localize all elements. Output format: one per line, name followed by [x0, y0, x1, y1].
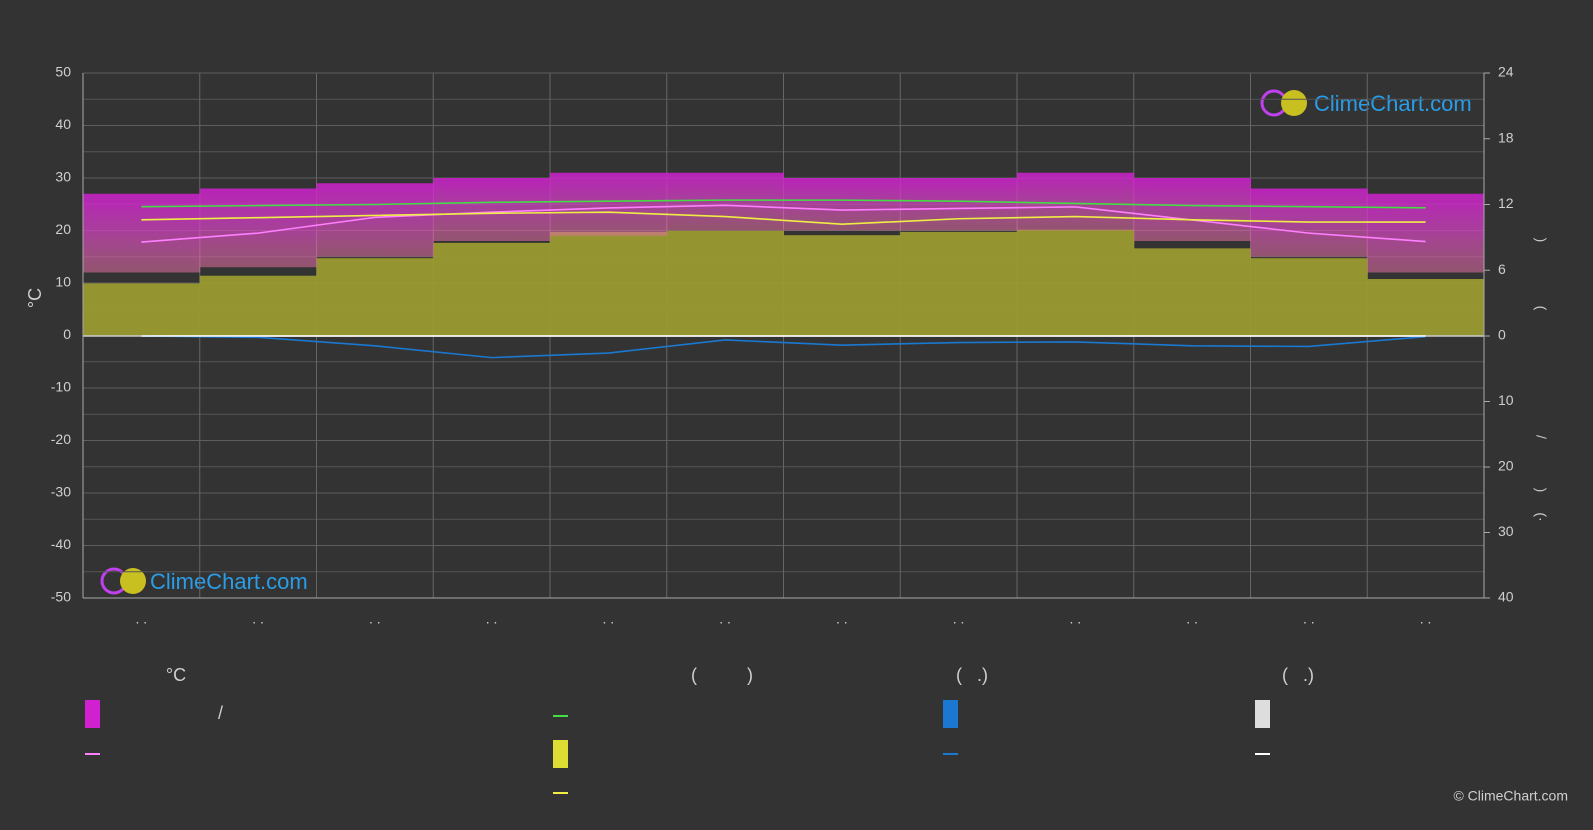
series-line: [141, 204, 1426, 243]
y2-tick-label: 12: [1498, 195, 1514, 211]
watermark: ClimeChart.com: [1314, 91, 1472, 116]
x-tick-label: . .: [836, 611, 848, 627]
x-tick-label: . .: [369, 611, 381, 627]
y-tick-label: 0: [63, 326, 71, 342]
temperature-range: [550, 172, 668, 236]
y2-tick-label: 18: [1498, 129, 1514, 145]
y-axis-label: °C: [25, 288, 45, 308]
y-tick-label: -40: [51, 536, 71, 552]
x-tick-label: . .: [252, 611, 264, 627]
temperature-range: [1367, 193, 1485, 273]
y-tick-label: -50: [51, 589, 71, 605]
sunshine-area: [900, 231, 1018, 336]
sunshine-area: [1367, 279, 1485, 336]
legend-header: ( ): [691, 665, 753, 685]
sunshine-area: [1133, 248, 1251, 336]
x-tick-label: . .: [1070, 611, 1082, 627]
right-axis-label: (: [1533, 306, 1549, 311]
temperature-range: [433, 178, 551, 241]
precip-tick-label: 20: [1498, 458, 1514, 474]
y2-tick-label: 24: [1498, 64, 1514, 80]
temperature-range: [666, 172, 784, 231]
x-tick-label: . .: [1303, 611, 1315, 627]
precip-tick-label: 30: [1498, 523, 1514, 539]
y-tick-label: -30: [51, 484, 71, 500]
temperature-range: [316, 183, 434, 257]
series-line: [141, 211, 1426, 226]
y-tick-label: 10: [55, 274, 71, 290]
sunshine-area: [1250, 258, 1368, 336]
series-line: [141, 335, 1426, 359]
right-axis-label: (·: [1533, 512, 1549, 521]
precip-tick-label: 10: [1498, 392, 1514, 408]
copyright: © ClimeChart.com: [1453, 788, 1568, 804]
y-tick-label: -10: [51, 379, 71, 395]
right-axis-label: ): [1533, 238, 1549, 243]
legend-header: ( .): [1282, 665, 1314, 685]
precip-tick-label: 40: [1498, 589, 1514, 605]
legend-swatch: [943, 700, 958, 728]
legend-swatch: [553, 740, 568, 768]
legend-swatch: [1255, 700, 1270, 728]
y-tick-label: -20: [51, 431, 71, 447]
y-tick-label: 50: [55, 64, 71, 80]
sunshine-area: [83, 283, 201, 336]
temperature-range: [1017, 172, 1135, 231]
sunshine-area: [666, 230, 784, 336]
right-axis-label: ): [1533, 488, 1549, 493]
x-tick-label: . .: [603, 611, 615, 627]
x-tick-label: . .: [1186, 611, 1198, 627]
y2-tick-label: 0: [1498, 327, 1506, 343]
sunshine-area: [1017, 229, 1135, 336]
x-tick-label: . .: [486, 611, 498, 627]
x-tick-label: . .: [1420, 611, 1432, 627]
series-line: [141, 199, 1426, 209]
y2-tick-label: 6: [1498, 261, 1506, 277]
x-tick-label: . .: [719, 611, 731, 627]
right-axis-label: /: [1533, 435, 1549, 439]
logo: [100, 89, 1307, 595]
sunshine-area: [199, 275, 317, 336]
temperature-range: [900, 178, 1018, 231]
legend-swatch: [85, 700, 100, 728]
sunshine-area: [316, 258, 434, 336]
temperature-range: [1133, 178, 1251, 241]
y-tick-label: 30: [55, 169, 71, 185]
legend-note: /: [218, 703, 223, 723]
sunshine-area: [550, 231, 668, 336]
sunshine-area: [783, 235, 901, 336]
y-tick-label: 40: [55, 116, 71, 132]
x-tick-label: . .: [953, 611, 965, 627]
legend-header: °C: [166, 665, 186, 685]
watermark: ClimeChart.com: [150, 569, 308, 594]
legend-header: ( .): [956, 665, 988, 685]
y-tick-label: 20: [55, 221, 71, 237]
sunshine-area: [433, 242, 551, 336]
x-tick-label: . .: [136, 611, 148, 627]
